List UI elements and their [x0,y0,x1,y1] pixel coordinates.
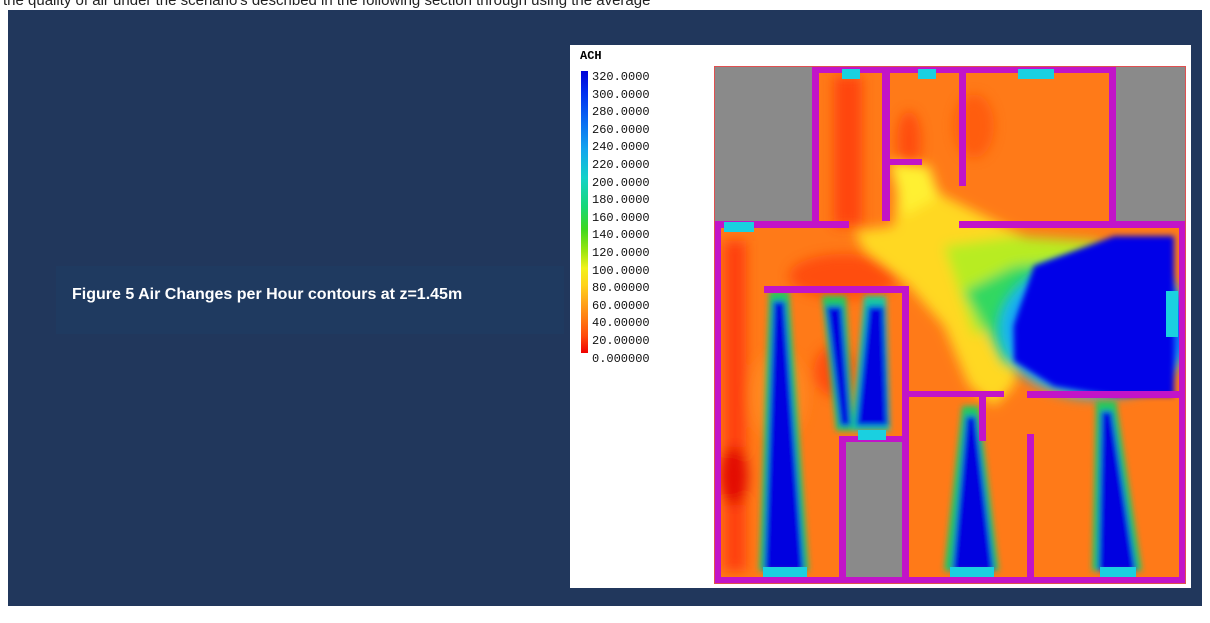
figure-caption: Figure 5 Air Changes per Hour contours a… [72,286,463,303]
vent [724,222,754,232]
jet-core [826,306,851,426]
legend-label: 320.0000 [592,70,650,84]
wall [909,391,1004,397]
legend-label: 220.0000 [592,157,650,172]
wall [979,391,986,441]
low-ach-region [720,446,748,506]
caption-band [56,266,564,334]
wall [714,221,849,228]
legend-title: ACH [580,49,602,63]
legend-label: 200.0000 [592,175,650,190]
legend-label: 240.0000 [592,140,650,155]
wall [902,286,909,584]
wall [812,66,819,221]
vent [918,69,936,79]
legend-label: 260.0000 [592,122,650,137]
low-ach-region [834,76,862,226]
wall [1027,391,1186,398]
legend-label: 60.00000 [592,298,650,313]
floor-plan-contours [714,66,1186,584]
vent [842,69,860,79]
wall [959,66,966,186]
jet-core [1098,411,1136,571]
solid-block-top-left [714,66,812,221]
ach-contour-figure: ACH 320.0000 300.0000 280.0000 260.0000 … [570,45,1191,588]
vent [1018,69,1054,79]
plot-frame [714,66,1186,584]
wall [1179,221,1186,584]
legend-label: 280.0000 [592,105,650,120]
legend-label: 140.0000 [592,228,650,243]
legend-label: 0.000000 [592,351,650,366]
wall [839,436,846,584]
legend-label: 180.0000 [592,193,650,208]
legend-labels: 320.0000 300.0000 280.0000 260.0000 240.… [592,69,650,368]
wall [714,221,721,584]
wall [764,286,909,293]
legend-color-bar [581,71,588,353]
vent [950,567,994,577]
wall [714,577,1186,584]
legend-label: 300.0000 [592,87,650,102]
clipped-body-text: the quality of air under the scenario's … [3,0,651,9]
low-ach-region [724,241,746,571]
legend-label: 20.00000 [592,333,650,348]
wall [959,221,1186,228]
wall [890,159,922,165]
jet-core [856,306,888,426]
jet-core [764,301,804,571]
solid-block-bottom [846,441,902,584]
legend-label: 40.00000 [592,316,650,331]
high-ach-core [1014,236,1174,396]
solid-block-top-right [1112,66,1186,226]
wall [1027,434,1034,584]
vent [763,567,807,577]
legend-label: 100.0000 [592,263,650,278]
vent [1100,567,1136,577]
vents [724,69,1178,577]
low-ach-region [897,111,921,171]
mid-ach-corridor [889,161,939,216]
wall [882,66,890,221]
legend-label: 120.0000 [592,245,650,260]
legend-label: 160.0000 [592,210,650,225]
legend-label: 80.00000 [592,281,650,296]
vent [1166,291,1178,337]
jet-core [952,416,994,571]
wall [1109,66,1116,226]
vent [858,430,886,440]
